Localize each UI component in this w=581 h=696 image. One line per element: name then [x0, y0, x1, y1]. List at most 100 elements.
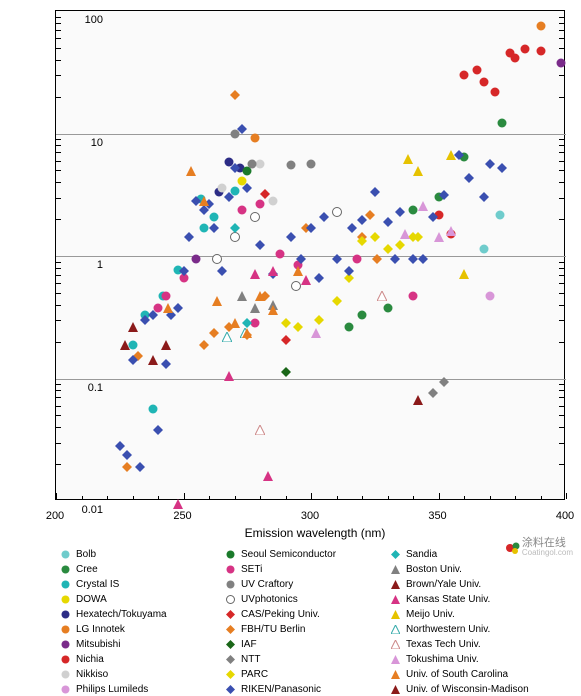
legend-label: NTT [241, 654, 260, 665]
data-point [230, 220, 240, 230]
legend-label: Boston Univ. [406, 564, 462, 575]
data-point [479, 241, 489, 251]
legend-marker-icon [60, 610, 70, 620]
legend-label: CAS/Peking Univ. [241, 609, 320, 620]
data-point [344, 319, 354, 329]
legend-label: Cree [76, 564, 98, 575]
data-point [332, 293, 342, 303]
data-point [408, 251, 418, 261]
legend-marker-icon [60, 550, 70, 560]
data-point [344, 263, 354, 273]
data-point [268, 263, 278, 273]
legend-label: Univ. of South Carolina [406, 669, 508, 680]
data-point [372, 251, 382, 261]
data-point [347, 220, 357, 230]
data-point [224, 368, 234, 378]
data-point [173, 496, 183, 506]
legend-label: Nikkiso [76, 669, 108, 680]
y-tick-label: 10 [91, 137, 103, 149]
data-point [263, 468, 273, 478]
data-point [390, 251, 400, 261]
legend-label: RIKEN/Panasonic [241, 684, 321, 695]
y-tick-label: 0.01 [82, 504, 103, 516]
data-point [199, 193, 209, 203]
legend-label: Bolb [76, 549, 96, 560]
legend-label: DOWA [76, 594, 107, 605]
legend-marker-icon [225, 640, 235, 650]
data-point [446, 147, 456, 157]
data-point [497, 160, 507, 170]
data-point [479, 74, 489, 84]
data-point [314, 312, 324, 322]
data-point [319, 209, 329, 219]
legend-label: Texas Tech Univ. [406, 639, 481, 650]
data-point [260, 186, 270, 196]
data-point [199, 337, 209, 347]
legend: BolbCreeCrystal ISDOWAHexatech/TokuyamaL… [60, 548, 560, 696]
legend-item: Boston Univ. [390, 563, 555, 576]
data-point [255, 288, 265, 298]
data-point [485, 288, 495, 298]
legend-label: Mitsubishi [76, 639, 120, 650]
data-point [370, 229, 380, 239]
legend-label: IAF [241, 639, 257, 650]
data-point [122, 447, 132, 457]
data-point [413, 163, 423, 173]
data-point [459, 266, 469, 276]
data-point [286, 157, 296, 167]
legend-label: Sandia [406, 549, 437, 560]
data-point [212, 293, 222, 303]
data-point [400, 226, 410, 236]
data-point [161, 288, 171, 298]
legend-marker-icon [225, 610, 235, 620]
legend-marker-icon [390, 625, 400, 635]
data-point [383, 241, 393, 251]
x-tick-label: 400 [556, 510, 574, 522]
legend-item: Kansas State Univ. [390, 593, 555, 606]
data-point [186, 163, 196, 173]
legend-marker-icon [390, 565, 400, 575]
x-tick-label: 250 [173, 510, 191, 522]
data-point [222, 329, 232, 339]
legend-label: LG Innotek [76, 624, 125, 635]
legend-label: Philips Lumileds [76, 684, 148, 695]
legend-label: Meijo Univ. [406, 609, 455, 620]
data-point [459, 67, 469, 77]
x-axis-label: Emission wavelength (nm) [245, 526, 386, 540]
legend-marker-icon [225, 595, 235, 605]
legend-item: Univ. of Wisconsin-Madison [390, 683, 555, 696]
data-point [377, 288, 387, 298]
data-point [408, 288, 418, 298]
data-point [191, 251, 201, 261]
legend-item: DOWA [60, 593, 225, 606]
legend-item: Univ. of South Carolina [390, 668, 555, 681]
data-point [383, 300, 393, 310]
legend-item: IAF [225, 638, 390, 651]
legend-marker-icon [60, 640, 70, 650]
data-point [128, 319, 138, 329]
data-point [122, 459, 132, 469]
chart-container: External quantum efficiency (%) Emission… [55, 10, 565, 500]
data-point [434, 229, 444, 239]
data-point [153, 422, 163, 432]
legend-item: Meijo Univ. [390, 608, 555, 621]
data-point [230, 160, 240, 170]
data-point [472, 62, 482, 72]
legend-item: Texas Tech Univ. [390, 638, 555, 651]
legend-item: PARC [225, 668, 390, 681]
legend-marker-icon [225, 580, 235, 590]
legend-label: Hexatech/Tokuyama [76, 609, 167, 620]
data-point [314, 270, 324, 280]
data-point [250, 300, 260, 310]
legend-item: CAS/Peking Univ. [225, 608, 390, 621]
data-point [536, 18, 546, 28]
data-point [286, 229, 296, 239]
legend-marker-icon [225, 685, 235, 695]
legend-label: Northwestern Univ. [406, 624, 490, 635]
legend-item: FBH/TU Berlin [225, 623, 390, 636]
legend-item: Brown/Yale Univ. [390, 578, 555, 591]
data-point [485, 156, 495, 166]
legend-item: Nichia [60, 653, 225, 666]
data-point [510, 50, 520, 60]
data-point [237, 202, 247, 212]
